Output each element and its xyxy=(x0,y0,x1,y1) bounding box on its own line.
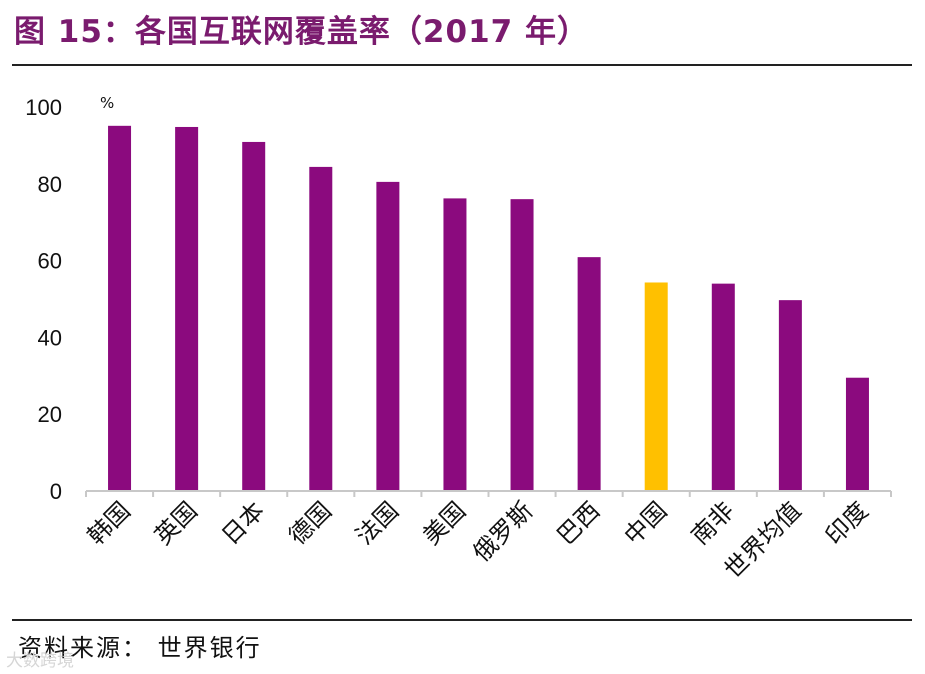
top-divider xyxy=(12,64,912,66)
bar-美国 xyxy=(443,198,467,491)
x-category-label: 南非 xyxy=(686,496,740,550)
bar-巴西 xyxy=(577,257,601,491)
bar-南非 xyxy=(711,283,735,491)
bars xyxy=(108,125,869,492)
bar-世界均值 xyxy=(778,300,802,491)
y-tick-label-80: 80 xyxy=(38,172,62,197)
bar-中国 xyxy=(644,282,668,491)
x-category-label: 法国 xyxy=(350,496,404,550)
x-category-label: 韩国 xyxy=(82,496,136,550)
bottom-divider xyxy=(12,619,912,621)
y-tick-label-40: 40 xyxy=(38,325,62,350)
y-tick-label-0: 0 xyxy=(50,479,62,504)
chart-title: 图 15：各国互联网覆盖率（2017 年） xyxy=(14,14,590,50)
x-category-label: 日本 xyxy=(216,496,270,550)
x-axis-ticks xyxy=(85,491,892,497)
bar-日本 xyxy=(242,141,266,491)
bar-俄罗斯 xyxy=(510,199,534,491)
bar-德国 xyxy=(309,166,333,492)
x-category-label: 巴西 xyxy=(552,496,606,550)
y-axis: 0 20 40 60 80 100 xyxy=(25,95,62,504)
x-category-label: 俄罗斯 xyxy=(468,496,539,567)
bar-法国 xyxy=(376,181,400,491)
y-tick-label-100: 100 xyxy=(25,95,62,120)
y-tick-label-20: 20 xyxy=(38,402,62,427)
x-category-label: 英国 xyxy=(149,496,203,550)
x-category-label: 美国 xyxy=(417,496,471,550)
y-unit-label: % xyxy=(100,94,114,112)
bar-英国 xyxy=(175,126,199,491)
y-tick-label-60: 60 xyxy=(38,249,62,274)
bar-印度 xyxy=(845,377,869,491)
source-note: 资料来源： 世界银行 xyxy=(18,634,262,662)
watermark: 大数跨境 xyxy=(6,651,74,671)
x-category-label: 德国 xyxy=(283,496,337,550)
x-category-label: 印度 xyxy=(820,496,874,550)
bar-韩国 xyxy=(108,125,132,491)
x-category-label: 中国 xyxy=(619,496,673,550)
